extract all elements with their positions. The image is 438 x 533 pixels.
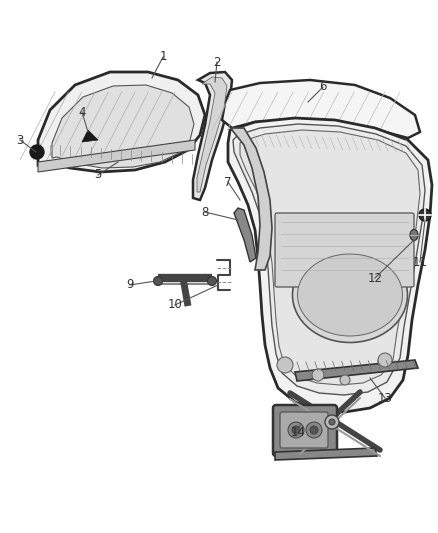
Ellipse shape — [293, 247, 407, 343]
Circle shape — [325, 415, 339, 429]
Polygon shape — [197, 77, 227, 192]
Circle shape — [153, 277, 162, 286]
Ellipse shape — [410, 230, 418, 240]
Polygon shape — [193, 72, 232, 200]
Text: 2: 2 — [213, 55, 221, 69]
Polygon shape — [240, 130, 420, 385]
Polygon shape — [38, 140, 195, 172]
Circle shape — [419, 209, 431, 221]
Circle shape — [340, 375, 350, 385]
Ellipse shape — [287, 217, 322, 243]
Circle shape — [329, 419, 335, 425]
Circle shape — [312, 369, 324, 381]
Circle shape — [378, 353, 392, 367]
Polygon shape — [228, 118, 432, 412]
Ellipse shape — [361, 218, 389, 238]
Text: 9: 9 — [126, 279, 134, 292]
Polygon shape — [82, 130, 98, 142]
Text: 10: 10 — [168, 298, 183, 311]
FancyBboxPatch shape — [280, 412, 328, 448]
Text: 13: 13 — [378, 392, 392, 405]
Circle shape — [292, 426, 300, 434]
Text: 7: 7 — [224, 175, 232, 189]
Polygon shape — [295, 360, 418, 381]
Circle shape — [30, 145, 44, 159]
Text: 14: 14 — [290, 425, 305, 439]
Text: 11: 11 — [413, 255, 427, 269]
Ellipse shape — [297, 254, 403, 336]
Polygon shape — [234, 208, 256, 262]
Circle shape — [288, 422, 304, 438]
Polygon shape — [38, 72, 205, 172]
Polygon shape — [232, 128, 272, 270]
Circle shape — [310, 426, 318, 434]
Circle shape — [277, 357, 293, 373]
Text: 6: 6 — [319, 80, 327, 93]
Text: 3: 3 — [16, 133, 24, 147]
Polygon shape — [52, 85, 194, 168]
Circle shape — [306, 422, 322, 438]
Text: 8: 8 — [201, 206, 208, 219]
Text: 1: 1 — [159, 51, 167, 63]
Polygon shape — [222, 80, 420, 138]
Polygon shape — [233, 124, 425, 395]
FancyBboxPatch shape — [275, 213, 414, 287]
Polygon shape — [275, 448, 377, 460]
Text: 12: 12 — [367, 271, 382, 285]
Text: 5: 5 — [94, 168, 102, 182]
FancyBboxPatch shape — [273, 405, 337, 456]
Text: 4: 4 — [78, 106, 86, 118]
Circle shape — [208, 277, 216, 286]
